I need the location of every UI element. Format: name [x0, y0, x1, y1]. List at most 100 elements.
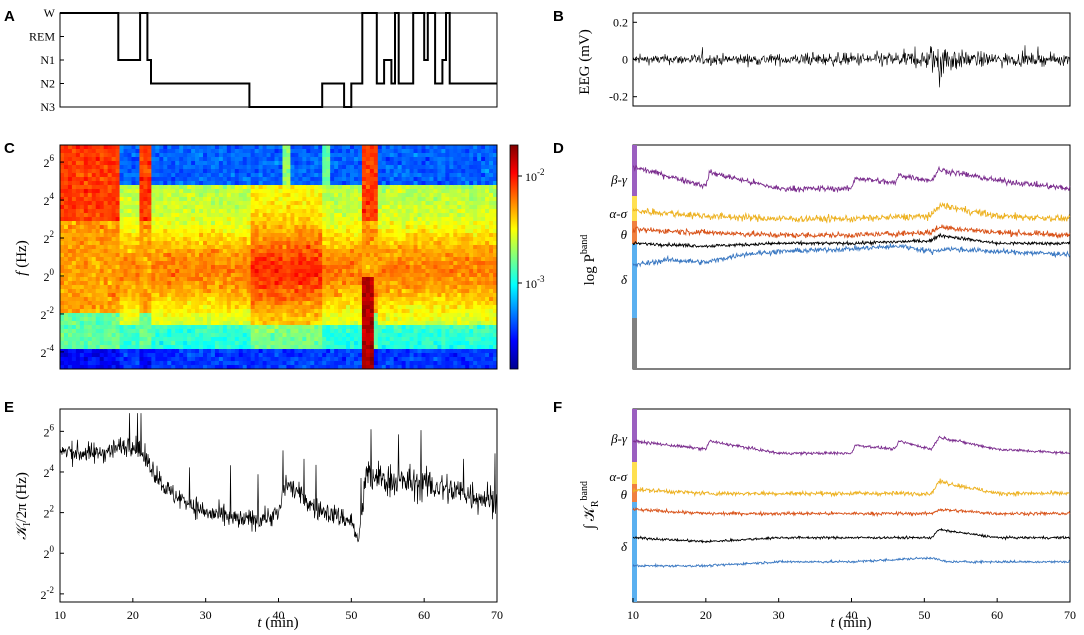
spectrogram-cell	[286, 365, 291, 369]
spectrogram-cell	[83, 209, 89, 214]
spectrogram-cell	[397, 261, 403, 266]
spectrogram-cell	[353, 337, 359, 342]
spectrogram-cell	[346, 233, 351, 238]
spectrogram-cell	[250, 169, 256, 174]
spectrogram-cell	[79, 293, 85, 298]
spectrogram-cell	[338, 185, 343, 190]
spectrogram-cell	[107, 301, 113, 306]
spectrogram-cell	[214, 181, 220, 186]
spectrogram-cell	[401, 261, 407, 266]
spectrogram-cell	[115, 257, 120, 262]
spectrogram-cell	[191, 321, 196, 326]
spectrogram-cell	[314, 165, 319, 170]
spectrogram-cell	[365, 333, 371, 338]
spectrogram-cell	[270, 301, 275, 306]
spectrogram-cell	[95, 205, 101, 210]
spectrogram-cell	[266, 221, 271, 226]
spectrogram-cell	[91, 233, 97, 238]
spectrogram-cell	[377, 233, 383, 238]
spectrogram-cell	[282, 345, 287, 350]
spectrogram-cell	[199, 269, 204, 274]
spectrogram-cell	[361, 293, 367, 298]
spectrogram-cell	[381, 145, 387, 150]
spectrogram-cell	[385, 317, 391, 322]
spectrogram-cell	[214, 325, 220, 330]
spectrogram-cell	[330, 233, 335, 238]
spectrogram-cell	[278, 305, 283, 310]
spectrogram-cell	[254, 157, 260, 162]
spectrogram-cell	[123, 365, 128, 369]
spectrogram-cell	[274, 261, 279, 266]
spectrogram-cell	[143, 189, 148, 194]
spectrogram-cell	[175, 245, 180, 250]
spectrogram-cell	[139, 241, 144, 246]
eeg-panel: -0.200.2 EEG (mV)	[577, 12, 1071, 107]
spectrogram-cell	[67, 313, 73, 318]
spectrogram-cell	[83, 269, 89, 274]
spectrogram-cell	[334, 161, 339, 166]
spectrogram-cell	[91, 221, 97, 226]
spectrogram-cell	[353, 157, 359, 162]
spectrogram-cell	[187, 313, 192, 318]
spectrogram-cell	[155, 221, 160, 226]
spectrogram-cell	[151, 281, 156, 286]
spectrogram-cell	[151, 221, 156, 226]
spectrogram-cell	[115, 349, 120, 354]
spectrogram-cell	[79, 173, 85, 178]
spectrogram-cell	[397, 217, 403, 222]
spectrogram-cell	[242, 313, 248, 318]
spectrogram-cell	[67, 265, 73, 270]
spectrogram-cell	[270, 237, 275, 242]
spectrogram-cell	[397, 249, 403, 254]
spectrogram-cell	[397, 181, 403, 186]
spectrogram-cell	[67, 261, 73, 266]
spectrogram-cell	[310, 285, 315, 290]
spectrogram-cell	[377, 297, 383, 302]
spectrogram-cell	[405, 177, 410, 182]
spectrogram-cell	[361, 153, 367, 158]
spectrogram-cell	[91, 209, 97, 214]
spectrogram-cell	[143, 217, 148, 222]
spectrogram-cell	[111, 257, 117, 262]
spectrogram-cell	[123, 221, 128, 226]
spectrogram-cell	[365, 317, 371, 322]
spectrogram-cell	[75, 161, 81, 166]
spectrogram-cell	[115, 177, 120, 182]
spectrogram-cell	[163, 157, 168, 162]
spectrogram-cell	[139, 285, 144, 290]
spectrogram-cell	[151, 309, 156, 314]
spectrogram-cell	[234, 225, 240, 230]
spectrogram-cell	[159, 173, 164, 178]
spectrogram-cell	[155, 205, 160, 210]
spectrogram-cell	[191, 301, 196, 306]
spectrogram-cell	[163, 301, 168, 306]
spectrogram-cell	[409, 197, 414, 202]
spectrogram-cell	[238, 169, 244, 174]
spectrogram-cell	[63, 297, 69, 302]
spectrogram-cell	[95, 201, 101, 206]
spectrogram-cell	[361, 273, 367, 278]
spectrogram-cell	[353, 289, 359, 294]
spectrogram-cell	[87, 173, 93, 178]
spectrogram-cell	[119, 261, 124, 266]
spectrogram-cell	[334, 169, 339, 174]
spectrogram-cell	[123, 337, 128, 342]
spectrogram-cell	[222, 161, 228, 166]
spectrogram-cell	[127, 209, 132, 214]
spectrogram-cell	[250, 273, 256, 278]
spectrogram-cell	[199, 313, 204, 318]
spectrogram-cell	[175, 289, 180, 294]
spectrogram-cell	[278, 285, 283, 290]
spectrogram-cell	[119, 277, 124, 282]
spectrogram-cell	[119, 357, 124, 362]
spectrogram-cell	[258, 257, 264, 262]
spectrogram-cell	[330, 365, 335, 369]
spectrogram-cell	[369, 165, 375, 170]
spectrogram-cell	[326, 245, 331, 250]
spectrogram-cell	[60, 197, 65, 202]
spectrogram-cell	[230, 329, 236, 334]
spectrogram-cell	[226, 213, 232, 218]
spectrogram-cell	[218, 177, 224, 182]
spectrogram-cell	[67, 181, 73, 186]
spectrogram-cell	[334, 301, 339, 306]
